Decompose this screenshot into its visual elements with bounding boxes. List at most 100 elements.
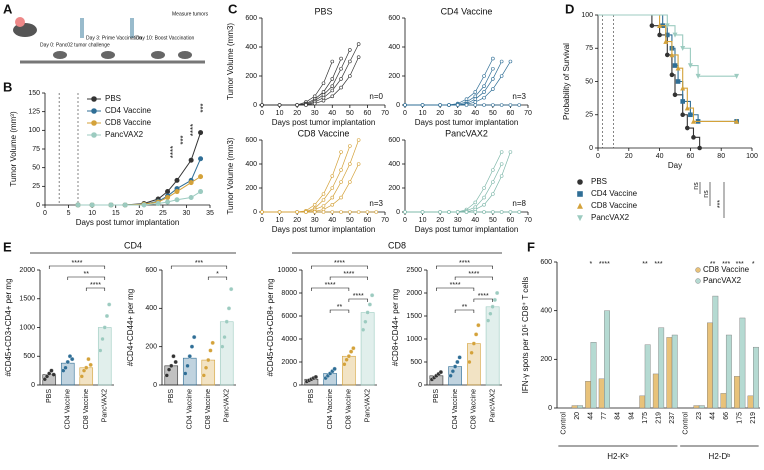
bar — [707, 322, 713, 409]
legend-label: PancVAX2 — [703, 276, 742, 285]
x-tick-label: 40 — [328, 110, 336, 117]
significance-label: *** — [736, 261, 744, 268]
data-point — [51, 372, 56, 377]
bar — [360, 312, 375, 386]
significance-label: ** — [462, 304, 468, 311]
data-point — [339, 85, 343, 90]
data-point — [469, 350, 474, 355]
bar — [753, 346, 759, 409]
data-point — [499, 59, 504, 64]
legend-marker — [577, 191, 583, 197]
y-tick-label: 200 — [388, 73, 400, 80]
x-tick-label: 20 — [436, 217, 444, 224]
significance-label: **** — [353, 293, 364, 300]
data-point — [473, 200, 478, 205]
x-tick-label: 44 — [588, 412, 595, 420]
x-tick-label: PBS — [168, 389, 175, 403]
data-point — [664, 52, 670, 58]
y-tick-label: 0 — [396, 102, 400, 109]
data-point — [499, 162, 504, 166]
data-point — [464, 97, 469, 101]
x-tick-label: 0 — [403, 110, 407, 117]
y-tick-label: 75 — [32, 146, 40, 153]
data-point — [198, 130, 204, 136]
data-point — [455, 210, 460, 214]
data-point — [346, 354, 352, 359]
x-tick-label: 60 — [364, 217, 372, 224]
x-tick-label: 50 — [489, 217, 497, 224]
bracket — [329, 276, 368, 280]
panel-label: F — [527, 239, 535, 254]
y-tick-label: 400 — [388, 161, 400, 168]
x-tick-label: 70 — [381, 110, 389, 117]
mouse-icon — [178, 51, 192, 59]
y-tick-label: 0 — [418, 382, 422, 389]
data-point — [669, 72, 675, 78]
y-tick-label: 600 — [388, 15, 400, 22]
y-tick-label: 0 — [253, 102, 257, 109]
panel-label: E — [3, 239, 12, 254]
n-label: n=0 — [369, 92, 383, 101]
legend-label: CD8 Vaccine — [703, 265, 750, 274]
syringe-icon — [130, 18, 134, 38]
y-tick-label: 600 — [540, 259, 552, 266]
series-line — [262, 57, 359, 106]
data-point — [482, 203, 486, 207]
data-point — [339, 150, 343, 154]
data-point — [208, 348, 213, 353]
data-point — [473, 97, 478, 101]
data-point — [365, 310, 370, 315]
data-point — [467, 359, 472, 365]
y-axis-label: Tumor Volume (mm³) — [9, 111, 18, 187]
data-point — [332, 366, 337, 372]
bracket — [348, 298, 368, 302]
bracket — [436, 287, 475, 291]
y-tick-label: 200 — [388, 185, 400, 192]
data-point — [70, 356, 75, 362]
x-axis-label: Day — [668, 161, 682, 170]
mouse-icon — [53, 51, 67, 59]
y-tick-label: 6000 — [281, 313, 297, 320]
panel-label: A — [3, 1, 13, 16]
data-point — [224, 319, 229, 324]
data-point — [47, 371, 52, 376]
data-point — [517, 103, 522, 107]
series-line — [78, 158, 202, 206]
x-tick-label: CD8 Vaccine — [83, 389, 90, 429]
data-point — [684, 105, 690, 111]
y-tick-label: 0 — [36, 202, 40, 209]
series-line — [405, 61, 502, 106]
y-axis-label: #CD8+CD44+ per mg — [391, 289, 400, 366]
y-axis-label: Tumor Volume (mm3) — [226, 137, 235, 214]
x-tick-label: 70 — [524, 110, 532, 117]
y-tick-label: 2000 — [19, 267, 35, 274]
bracket — [454, 276, 493, 280]
data-point — [348, 349, 354, 354]
data-point — [330, 77, 335, 81]
x-tick-label: 20 — [436, 110, 444, 117]
data-point — [348, 48, 352, 52]
data-point — [171, 354, 176, 359]
data-point — [42, 377, 47, 382]
step-label: Measure tumors — [172, 11, 209, 17]
y-tick-label: 400 — [245, 44, 257, 51]
bar — [652, 373, 659, 409]
data-point — [321, 198, 326, 202]
data-point — [450, 369, 456, 374]
x-tick-label: 237 — [669, 412, 676, 424]
legend-marker — [577, 179, 583, 185]
x-tick-label: 20 — [293, 110, 301, 117]
bracket — [207, 276, 228, 280]
x-tick-label: CD8 Vaccine — [346, 389, 353, 429]
x-tick-label: 50 — [346, 217, 354, 224]
data-point — [663, 38, 669, 44]
data-point — [490, 304, 495, 309]
significance-label: ns — [693, 182, 700, 190]
data-point — [473, 100, 478, 104]
series-line — [262, 139, 359, 213]
bar — [598, 378, 605, 409]
data-point — [277, 210, 282, 214]
x-tick-label: 15 — [112, 210, 120, 217]
data-point — [260, 210, 264, 214]
x-tick-label: 25 — [159, 210, 167, 217]
